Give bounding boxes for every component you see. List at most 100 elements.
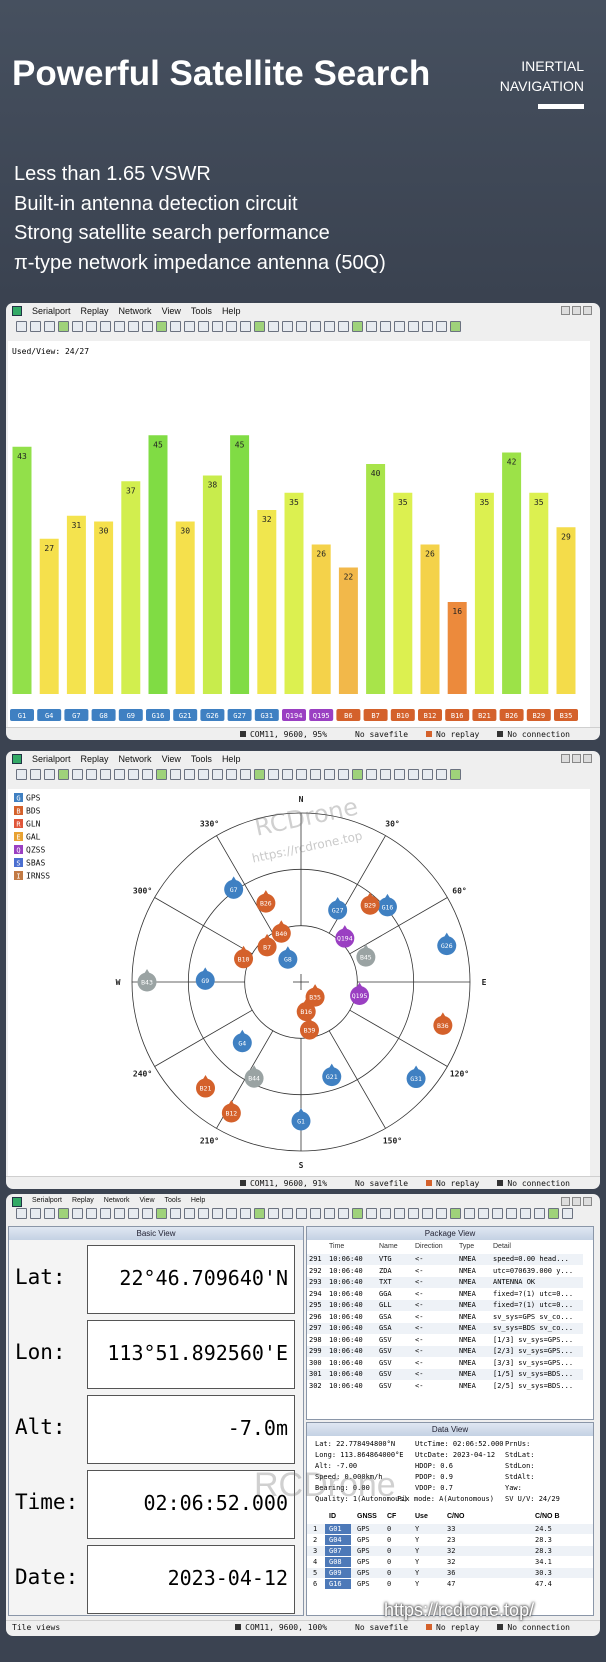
status-text: No connection [507, 729, 570, 739]
data-field: SV U/V: 24/29 [505, 1495, 560, 1503]
panel-title: Package View [307, 1227, 593, 1240]
cell: 0 [387, 1536, 392, 1544]
cell: 296 [309, 1312, 322, 1321]
cell: 302 [309, 1381, 322, 1390]
toolbar [16, 321, 461, 332]
legend-swatch [14, 819, 23, 828]
tool-button [30, 769, 41, 780]
window-button [583, 754, 592, 763]
cell: G08 [329, 1558, 342, 1566]
sky-window: Serialport Replay Network View Tools Help G GPS… [6, 751, 600, 1189]
cell: Y [415, 1525, 420, 1533]
signal-bar [148, 435, 168, 694]
tool-button [86, 321, 97, 332]
data-field: StdAlt: [505, 1473, 535, 1481]
cell: 36 [447, 1569, 456, 1577]
tool-button [114, 769, 125, 780]
menu-item: Network [118, 306, 152, 316]
cell: utc=070639.000 y... [493, 1266, 574, 1275]
package-view: Package View Time Name Direction Type Detail 2… [306, 1226, 594, 1420]
cell: 10:06:40 [329, 1381, 363, 1390]
legend-swatch [14, 806, 23, 815]
satellite-label: G27 [332, 907, 344, 915]
menu-item: Replay [71, 1197, 94, 1204]
satellite-label: G4 [238, 1039, 246, 1047]
cell: 0 [387, 1525, 392, 1533]
cell: <- [415, 1324, 424, 1332]
cell: Y [415, 1580, 420, 1588]
status-text: COM11, 9600, 91% [249, 1178, 328, 1188]
bar-value: 27 [44, 544, 54, 553]
cell: <- [415, 1370, 424, 1378]
sat-label: B16 [451, 712, 464, 720]
row-band [307, 1524, 593, 1534]
field-value: 02:06:52.000 [87, 1470, 295, 1539]
tool-button [44, 769, 55, 780]
tool-button [114, 321, 125, 332]
tool-button [170, 1208, 181, 1219]
cell: 1 [313, 1525, 318, 1533]
field-label: Time: [15, 1490, 79, 1514]
feature-line: π-type network impedance antenna (50Q) [14, 251, 386, 274]
watermark-url: https://rcdrone.top/ [384, 1600, 535, 1620]
tool-button [562, 1208, 573, 1219]
window-controls [561, 306, 592, 315]
tag-line: NAVIGATION [499, 78, 584, 94]
cell: 292 [309, 1266, 322, 1275]
signal-bar [447, 602, 467, 694]
row-band [307, 1546, 593, 1556]
cell: GLL [379, 1301, 392, 1309]
tool-button [436, 1208, 447, 1219]
legend-letter: I [16, 873, 20, 881]
satellite [322, 1067, 342, 1087]
row-band [307, 1535, 593, 1545]
tool-button [226, 321, 237, 332]
window-button [583, 306, 592, 315]
cell: 3 [313, 1547, 318, 1555]
cell: 32 [447, 1558, 456, 1566]
tool-button [450, 769, 461, 780]
signal-bar [311, 544, 331, 694]
legend-name: SBAS [26, 859, 45, 868]
satellite [377, 897, 397, 917]
sat-chip [254, 709, 279, 721]
cell: Y [415, 1558, 420, 1566]
satellite-label: B44 [248, 1075, 260, 1083]
bar-value: 30 [180, 527, 190, 536]
menu-bar: Serialport Replay Network View Tools Help [12, 754, 240, 764]
status-icon [497, 1624, 504, 1630]
tool-button [128, 321, 139, 332]
row-band [307, 1300, 583, 1311]
azimuth-label: 120° [450, 1070, 469, 1079]
data-field: UtcDate: 2023-04-12 [415, 1451, 496, 1459]
satellite [299, 1020, 319, 1040]
cell: GPS [357, 1580, 370, 1588]
cell: 28.3 [535, 1536, 552, 1544]
status-item: No replay [426, 1623, 479, 1632]
tool-button [296, 1208, 307, 1219]
satellite-label: B35 [309, 994, 321, 1002]
status-item: No savefile [345, 1623, 408, 1632]
tool-button [408, 321, 419, 332]
data-window: Serialport Replay Network View Tools Help Basi… [6, 1194, 600, 1636]
cell: NMEA [459, 1335, 476, 1344]
app-icon [12, 306, 22, 316]
window-button [572, 754, 581, 763]
column-header: C/NO B [535, 1513, 560, 1520]
status-item: COM11, 9600, 95% [239, 730, 327, 739]
cell: sv_sys=GPS sv_co... [493, 1312, 574, 1321]
tool-button [198, 1208, 209, 1219]
data-field: Alt: -7.00 [315, 1462, 358, 1470]
tool-button [86, 769, 97, 780]
sat-chip [363, 709, 388, 721]
cell: <- [415, 1347, 424, 1355]
cell: Y [415, 1536, 420, 1544]
legend-letter: R [16, 821, 21, 829]
bar-value: 45 [153, 440, 163, 449]
cell: G01 [329, 1525, 342, 1533]
azimuth-label: 60° [452, 887, 466, 896]
tool-button [338, 769, 349, 780]
sat-chip [309, 709, 334, 721]
data-field: Bearing: 0.00 [315, 1484, 370, 1492]
